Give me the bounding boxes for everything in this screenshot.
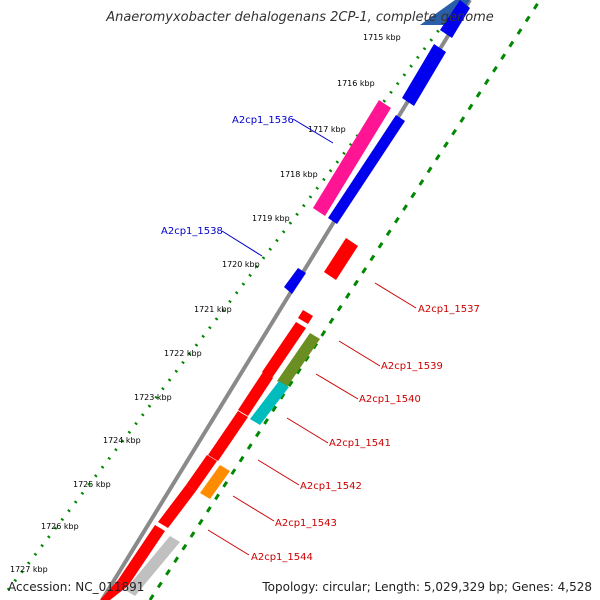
tick-1723: 1723 kbp xyxy=(134,393,172,402)
leader-a2cp1-1540 xyxy=(315,373,359,400)
label-a2cp1-1541[interactable]: A2cp1_1541 xyxy=(329,438,391,449)
outer-dotted-ruler xyxy=(148,0,542,600)
label-a2cp1-1540[interactable]: A2cp1_1540 xyxy=(359,394,421,405)
tick-1727: 1727 kbp xyxy=(10,565,48,574)
label-a2cp1-1538[interactable]: A2cp1_1538 xyxy=(161,226,223,237)
gene-a2cp1-1536[interactable] xyxy=(328,115,405,224)
gene-a2cp1-1541[interactable] xyxy=(250,381,289,425)
leader-a2cp1-1544 xyxy=(207,529,250,556)
gene-red-c[interactable] xyxy=(208,411,248,461)
reverse-genes xyxy=(100,238,358,600)
tick-1716: 1716 kbp xyxy=(337,79,375,88)
leader-a2cp1-1542 xyxy=(257,459,300,486)
gene-a2cp1-1537[interactable] xyxy=(324,238,358,280)
ruler-dots xyxy=(6,0,542,600)
tick-1715: 1715 kbp xyxy=(363,33,401,42)
tick-1718: 1718 kbp xyxy=(280,170,318,179)
tick-1726: 1726 kbp xyxy=(41,522,79,531)
label-a2cp1-1543[interactable]: A2cp1_1543 xyxy=(275,518,337,529)
gene-red-a[interactable] xyxy=(262,322,306,378)
gene-red-b[interactable] xyxy=(238,372,273,416)
accession-label: Accession: NC_011891 xyxy=(8,580,145,594)
gene-grey[interactable] xyxy=(125,536,180,596)
leader-a2cp1-1537 xyxy=(374,282,417,309)
topology-label: Topology: circular; Length: 5,029,329 bp… xyxy=(262,580,592,594)
leader-a2cp1-1541 xyxy=(286,417,329,444)
map-title: Anaeromyxobacter dehalogenans 2CP-1, com… xyxy=(106,10,494,25)
gene-blue-2[interactable] xyxy=(402,44,446,106)
gene-a2cp1-1540[interactable] xyxy=(277,333,320,387)
gene-a2cp1-1544[interactable] xyxy=(118,525,165,586)
tick-labels: 1715 kbp 1716 kbp 1717 kbp 1718 kbp 1719… xyxy=(10,33,401,574)
tick-1725: 1725 kbp xyxy=(73,480,111,489)
tick-1717: 1717 kbp xyxy=(308,125,346,134)
leader-a2cp1-1543 xyxy=(232,495,275,522)
gene-red-d[interactable] xyxy=(158,485,196,528)
tick-1721: 1721 kbp xyxy=(194,305,232,314)
label-a2cp1-1537[interactable]: A2cp1_1537 xyxy=(418,304,480,315)
gene-a2cp1-1543[interactable] xyxy=(200,465,230,499)
leader-a2cp1-1536 xyxy=(292,118,334,144)
gene-blue-1[interactable] xyxy=(440,0,470,38)
tick-1720: 1720 kbp xyxy=(222,260,260,269)
gene-a2cp1-1538[interactable] xyxy=(284,268,306,294)
gene-red-e[interactable] xyxy=(100,580,128,600)
gene-a2cp1-1542[interactable] xyxy=(186,455,217,491)
leader-a2cp1-1539 xyxy=(338,340,381,367)
reverse-gene-labels: A2cp1_1537 A2cp1_1539 A2cp1_1540 A2cp1_1… xyxy=(207,282,480,563)
label-a2cp1-1536[interactable]: A2cp1_1536 xyxy=(232,115,294,126)
label-a2cp1-1539[interactable]: A2cp1_1539 xyxy=(381,361,443,372)
gene-a2cp1-1539[interactable] xyxy=(298,310,313,324)
label-a2cp1-1544[interactable]: A2cp1_1544 xyxy=(251,552,313,563)
forward-genes xyxy=(284,0,470,294)
tick-1719: 1719 kbp xyxy=(252,214,290,223)
leader-a2cp1-1538 xyxy=(221,230,263,257)
tick-1722: 1722 kbp xyxy=(164,349,202,358)
gene-magenta[interactable] xyxy=(313,100,391,216)
label-a2cp1-1542[interactable]: A2cp1_1542 xyxy=(300,481,362,492)
tick-1724: 1724 kbp xyxy=(103,436,141,445)
forward-gene-labels: A2cp1_1536 A2cp1_1538 xyxy=(161,115,334,257)
